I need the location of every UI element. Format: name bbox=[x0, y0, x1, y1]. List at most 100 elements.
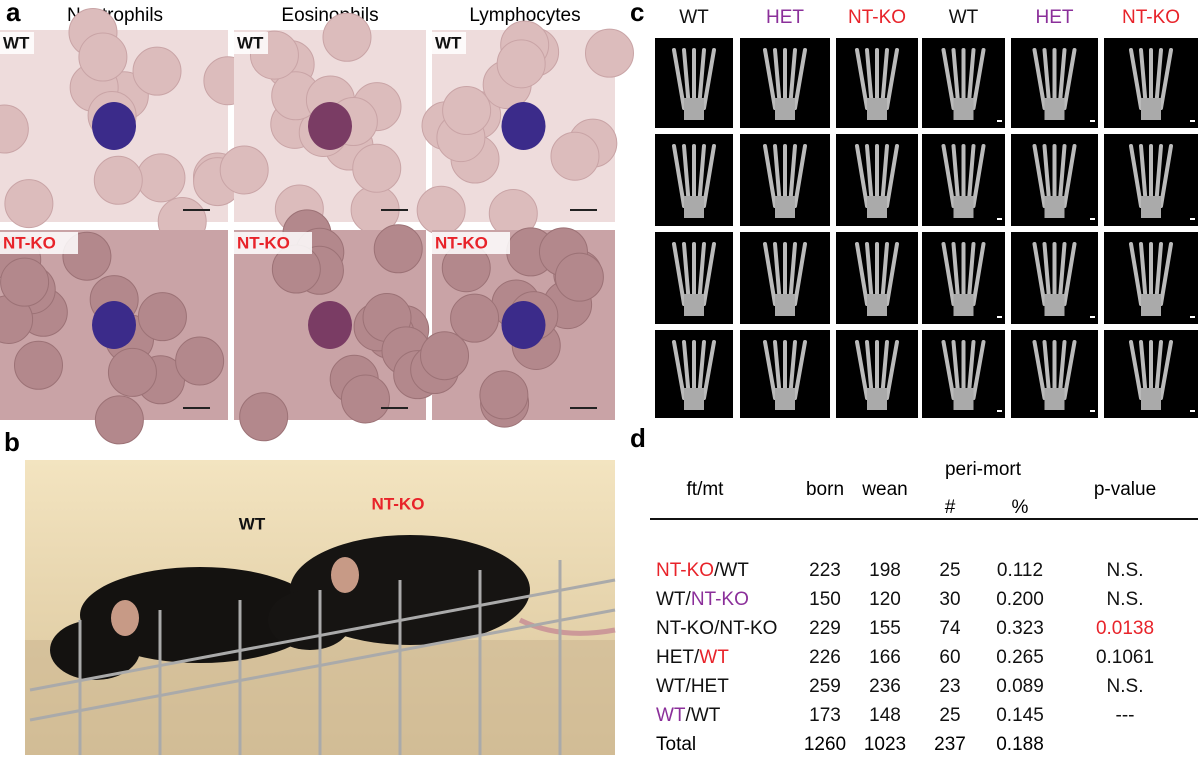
bone bbox=[855, 242, 869, 306]
column-header: WT bbox=[679, 7, 709, 28]
table-cell: 0.323 bbox=[996, 618, 1044, 639]
bone bbox=[672, 242, 686, 306]
red-cell bbox=[132, 46, 182, 96]
table-cell: 1023 bbox=[864, 734, 906, 755]
ct-scan bbox=[922, 38, 1005, 128]
panel-label: b bbox=[4, 427, 20, 457]
red-cell bbox=[584, 28, 634, 78]
bone bbox=[672, 48, 686, 110]
red-cell bbox=[322, 12, 372, 62]
red-cell bbox=[137, 292, 187, 342]
mouse-tag: WT bbox=[239, 514, 266, 533]
bone bbox=[684, 196, 704, 218]
bone bbox=[971, 340, 986, 400]
red-cell bbox=[13, 340, 63, 390]
bone bbox=[953, 196, 974, 218]
red-cell bbox=[0, 257, 50, 307]
table-cell: 0.188 bbox=[996, 734, 1044, 755]
row-tag: NT-KO bbox=[3, 233, 56, 252]
genotype-male: NT-KO bbox=[691, 589, 749, 610]
bone bbox=[885, 340, 899, 400]
ct-scan bbox=[740, 232, 830, 324]
table-header: # bbox=[945, 497, 956, 518]
row-tag: NT-KO bbox=[435, 233, 488, 252]
bone bbox=[953, 98, 974, 120]
ct-scan bbox=[740, 330, 830, 418]
genotype-male: HET bbox=[691, 676, 729, 697]
bone bbox=[885, 144, 899, 208]
red-cell bbox=[450, 293, 500, 343]
table-cell: 0.200 bbox=[996, 589, 1044, 610]
bone bbox=[1141, 196, 1161, 218]
red-cell bbox=[219, 145, 269, 195]
table-cell: 0.145 bbox=[996, 705, 1044, 726]
red-cell bbox=[107, 347, 157, 397]
bone bbox=[867, 98, 887, 120]
table-cell: 30 bbox=[939, 589, 960, 610]
bone bbox=[1032, 340, 1047, 400]
bone bbox=[1032, 242, 1047, 306]
red-cell bbox=[420, 331, 470, 381]
bone bbox=[953, 388, 974, 410]
table-header: % bbox=[1012, 497, 1029, 518]
red-cell bbox=[94, 395, 144, 445]
bone bbox=[793, 242, 807, 306]
bone bbox=[702, 144, 716, 208]
row-tag: WT bbox=[237, 33, 264, 52]
table-header: p-value bbox=[1094, 479, 1156, 500]
bone bbox=[1062, 340, 1077, 400]
micrograph bbox=[416, 20, 634, 238]
bone bbox=[1032, 144, 1047, 208]
red-cell bbox=[239, 392, 289, 442]
table-cell: 150 bbox=[809, 589, 841, 610]
bone bbox=[1044, 196, 1065, 218]
table-cell: 173 bbox=[809, 705, 841, 726]
table-cell: --- bbox=[1116, 705, 1135, 726]
column-header: NT-KO bbox=[1122, 7, 1180, 28]
genotype-female: HET bbox=[656, 647, 694, 668]
bone bbox=[1129, 242, 1143, 306]
bone bbox=[971, 242, 986, 306]
table-cell: N.S. bbox=[1107, 589, 1144, 610]
scale-bar bbox=[1090, 316, 1095, 318]
table-cell: 226 bbox=[809, 647, 841, 668]
bone bbox=[775, 294, 795, 316]
table-cell: 25 bbox=[939, 705, 960, 726]
scale-bar bbox=[1190, 410, 1195, 412]
table-cell: 23 bbox=[939, 676, 960, 697]
table-header: born bbox=[806, 479, 844, 500]
bone bbox=[1044, 388, 1065, 410]
ct-scan bbox=[740, 134, 830, 226]
bone bbox=[763, 242, 777, 306]
bone bbox=[1032, 48, 1047, 110]
ct-scan bbox=[655, 330, 733, 418]
bone bbox=[775, 196, 795, 218]
mouse-tag: NT-KO bbox=[372, 494, 425, 513]
ct-scan bbox=[922, 330, 1005, 418]
genotype-male: WT bbox=[699, 647, 729, 668]
bone bbox=[1044, 98, 1065, 120]
scale-bar bbox=[997, 218, 1002, 220]
tag-bg bbox=[0, 32, 34, 54]
bone bbox=[885, 48, 899, 110]
bone bbox=[793, 340, 807, 400]
tag-bg bbox=[0, 232, 78, 254]
table-cell: N.S. bbox=[1107, 560, 1144, 581]
bone bbox=[684, 388, 704, 410]
bone bbox=[1129, 144, 1143, 208]
scale-bar bbox=[997, 410, 1002, 412]
bone bbox=[763, 340, 777, 400]
bone bbox=[684, 98, 704, 120]
genotype-male: NT-KO bbox=[719, 618, 777, 639]
row-tag: WT bbox=[435, 33, 462, 52]
table-cell: 0.112 bbox=[997, 560, 1043, 581]
micrograph bbox=[410, 227, 615, 428]
table-cell: 155 bbox=[869, 618, 901, 639]
red-cell bbox=[554, 252, 604, 302]
ct-scan bbox=[1104, 134, 1198, 226]
ct-scan bbox=[836, 330, 918, 418]
table-cell: N.S. bbox=[1107, 676, 1144, 697]
separator: / bbox=[686, 705, 692, 726]
scale-bar bbox=[1090, 410, 1095, 412]
genotype: WT/NT-KO bbox=[656, 589, 749, 610]
